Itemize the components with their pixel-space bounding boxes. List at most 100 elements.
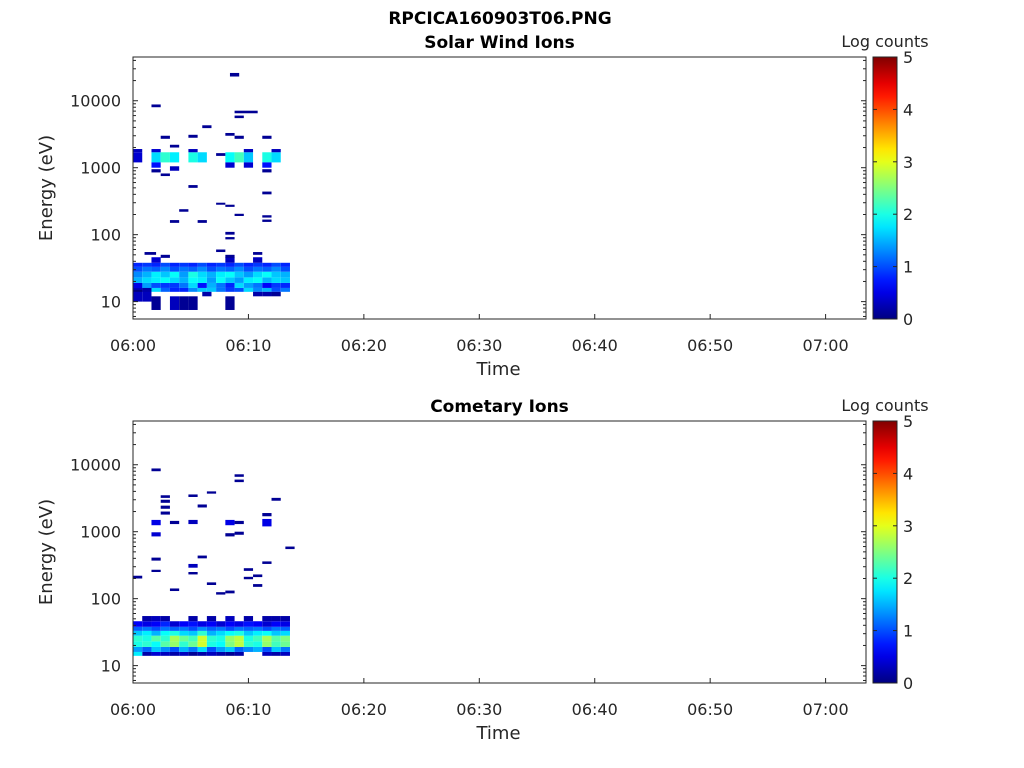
y-tick-label: 1000 (80, 159, 121, 178)
heatmap-cell (253, 277, 263, 283)
heatmap-cell (225, 519, 235, 526)
panel-title: Cometary Ions (430, 397, 569, 417)
heatmap-cell (142, 641, 152, 647)
heatmap-cell (160, 630, 170, 636)
heatmap-cell (225, 641, 235, 647)
heatmap-cell (151, 169, 161, 173)
heatmap-cell (271, 271, 281, 278)
heatmap-cell (271, 282, 281, 288)
heatmap-cell (216, 646, 226, 652)
x-tick-label: 07:00 (803, 336, 849, 355)
heatmap-cell (133, 646, 143, 652)
heatmap-cell (262, 651, 272, 656)
x-tick-label: 06:00 (110, 700, 156, 719)
y-axis-label: Energy (eV) (36, 135, 57, 241)
heatmap-cell (151, 282, 161, 288)
heatmap-cell (133, 262, 143, 267)
heatmap-cell (234, 630, 244, 636)
heatmap-cell (225, 287, 235, 292)
heatmap-cell (142, 282, 152, 288)
x-tick-label: 06:00 (110, 336, 156, 355)
heatmap-cell (151, 287, 161, 292)
heatmap-cell (234, 213, 244, 216)
heatmap-cell (216, 592, 226, 595)
heatmap-cell (253, 266, 263, 272)
heatmap-cell (188, 641, 198, 647)
heatmap-cell (280, 277, 290, 283)
heatmap-cell (243, 576, 254, 580)
y-tick-label: 10 (101, 293, 121, 312)
y-axis-label: Energy (eV) (36, 499, 57, 605)
heatmap-cell (262, 561, 272, 564)
heatmap-cell (253, 626, 263, 631)
heatmap-cell (151, 630, 161, 636)
heatmap-cell (262, 262, 272, 267)
heatmap-cell (169, 287, 180, 292)
heatmap-cell (151, 557, 161, 561)
heatmap-cell (206, 630, 217, 636)
heatmap-cell (280, 646, 290, 652)
heatmap-cell (160, 616, 170, 622)
heatmap-cell (142, 282, 152, 302)
x-axis-label: Time (475, 723, 520, 744)
heatmap-cell (280, 635, 290, 642)
heatmap-cell (197, 220, 207, 223)
heatmap-cell (169, 166, 180, 171)
heatmap-cell (253, 252, 263, 255)
heatmap-cell (202, 125, 212, 129)
heatmap-cell (225, 204, 235, 207)
heatmap-cell (142, 635, 152, 642)
heatmap-cell (225, 277, 235, 283)
heatmap-cell (179, 630, 189, 636)
heatmap-cell (151, 626, 161, 631)
figure-title: RPCICA160903T06.PNG (388, 9, 611, 29)
heatmap-cell (133, 271, 143, 278)
heatmap-cell (225, 262, 235, 267)
heatmap-cell (225, 646, 235, 652)
heatmap-cell (225, 590, 235, 594)
heatmap-cell (179, 287, 189, 292)
heatmap-cell (202, 291, 212, 297)
heatmap-cell (133, 630, 143, 636)
heatmap-cell (271, 262, 281, 267)
heatmap-cell (206, 271, 217, 278)
heatmap-cell (188, 651, 198, 656)
heatmap-cell (142, 271, 152, 278)
heatmap-cell (169, 277, 180, 283)
heatmap-cell (234, 474, 244, 477)
heatmap-cell (197, 651, 207, 656)
heatmap-cell (179, 651, 189, 656)
heatmap-cell (243, 162, 254, 168)
colorbar-tick-label: 5 (903, 48, 913, 67)
heatmap-cell (216, 282, 226, 288)
heatmap-cell (262, 287, 272, 292)
heatmap-cell (188, 563, 198, 568)
heatmap-cell (169, 152, 180, 163)
heatmap-cell (142, 287, 152, 292)
heatmap-cell (151, 641, 161, 647)
heatmap-cell (234, 135, 244, 139)
heatmap-cell (151, 277, 161, 283)
heatmap-cell (271, 616, 281, 622)
heatmap-cell (197, 282, 207, 288)
heatmap-cell (179, 282, 189, 288)
y-tick-label: 100 (90, 590, 121, 609)
heatmap-cell (188, 185, 198, 188)
heatmap-cell (133, 282, 143, 288)
heatmap-cell (197, 504, 207, 508)
heatmap-cell (280, 641, 290, 647)
heatmap-cell (179, 296, 189, 310)
heatmap-cell (160, 173, 170, 177)
panel-title: Solar Wind Ions (424, 33, 575, 53)
colorbar-tick-label: 4 (903, 100, 913, 119)
heatmap-cell (271, 641, 281, 647)
heatmap-cell (142, 646, 152, 652)
heatmap-cell (188, 572, 198, 575)
heatmap-cell (234, 287, 244, 292)
heatmap-cell (206, 616, 217, 622)
heatmap-cell (179, 641, 189, 647)
heatmap-cell (188, 266, 198, 272)
heatmap-cell (234, 635, 244, 642)
heatmap-cell (243, 287, 254, 292)
heatmap-cell (262, 513, 272, 517)
